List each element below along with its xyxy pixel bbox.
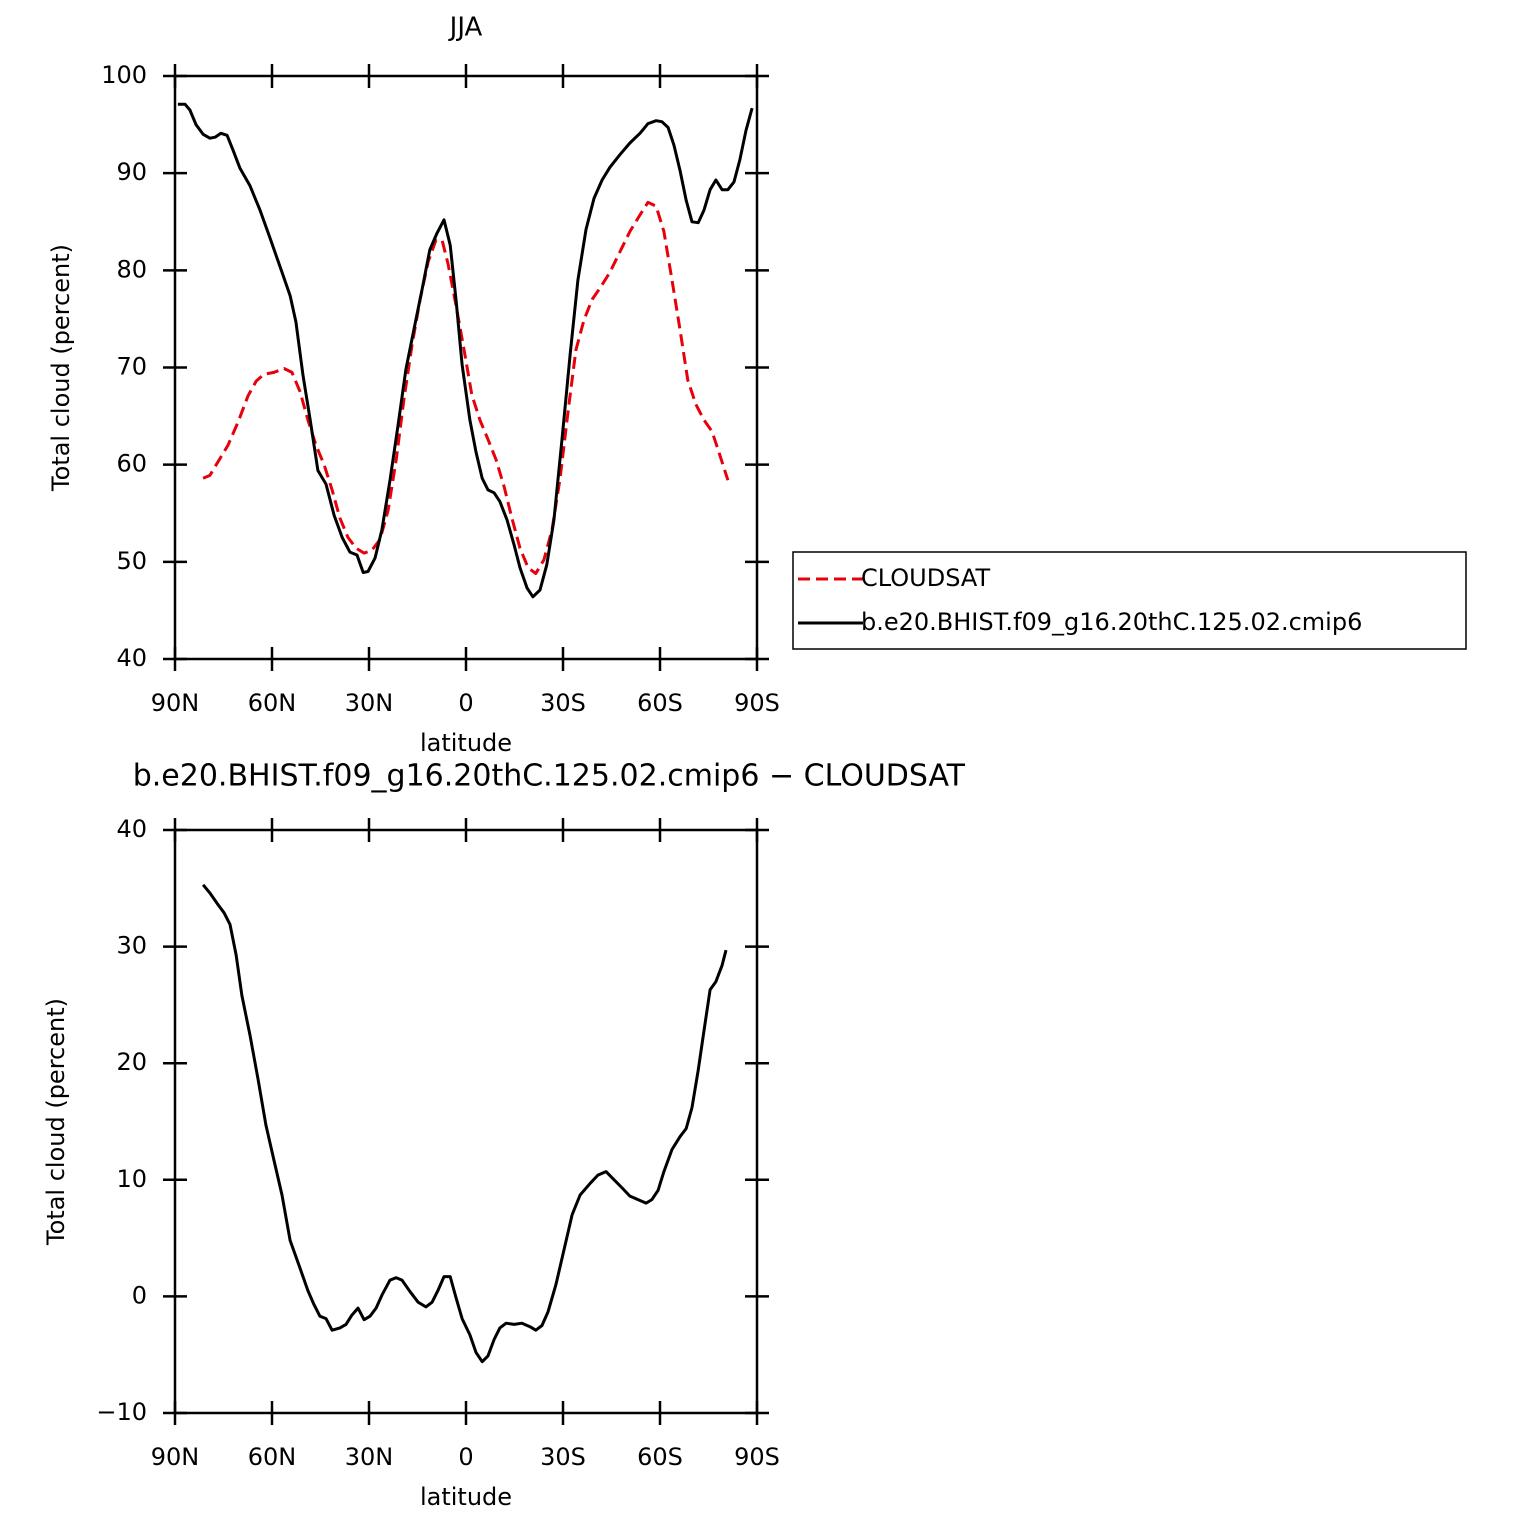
- y-tick-label: 80: [116, 255, 147, 283]
- x-tick-label: 30N: [345, 1443, 394, 1471]
- y-tick-label: 30: [116, 932, 147, 960]
- y-tick-label: 20: [116, 1048, 147, 1076]
- y-tick-label: 50: [116, 547, 147, 575]
- x-tick-label: 30N: [345, 689, 394, 717]
- x-tick-label: 60S: [637, 1443, 683, 1471]
- y-tick-label: 40: [116, 815, 147, 843]
- legend-label: CLOUDSAT: [861, 564, 990, 592]
- series-line: [202, 200, 730, 575]
- x-tick-label: 60S: [637, 689, 683, 717]
- y-tick-label: 70: [116, 353, 147, 381]
- y-tick-label: 10: [116, 1165, 147, 1193]
- y-tick-label: 100: [101, 61, 147, 89]
- x-tick-label: 90S: [734, 689, 780, 717]
- x-tick-label: 60N: [248, 1443, 297, 1471]
- chart-title: b.e20.BHIST.f09_g16.20thC.125.02.cmip6 −…: [133, 759, 966, 794]
- x-tick-label: 0: [458, 1443, 473, 1471]
- y-axis-label: Total cloud (percent): [47, 244, 75, 492]
- y-tick-label: −10: [96, 1398, 147, 1426]
- x-tick-label: 0: [458, 689, 473, 717]
- y-tick-label: 0: [132, 1281, 147, 1309]
- x-tick-label: 30S: [540, 1443, 586, 1471]
- y-axis-label: Total cloud (percent): [42, 998, 70, 1246]
- x-tick-label: 90S: [734, 1443, 780, 1471]
- y-tick-label: 60: [116, 450, 147, 478]
- series-line: [177, 102, 754, 599]
- series-line: [201, 883, 728, 1364]
- chart-title: JJA: [448, 13, 483, 43]
- x-tick-label: 90N: [151, 689, 200, 717]
- y-tick-label: 40: [116, 644, 147, 672]
- x-axis-label: latitude: [420, 729, 512, 757]
- y-tick-label: 90: [116, 158, 147, 186]
- x-tick-label: 60N: [248, 689, 297, 717]
- x-tick-label: 30S: [540, 689, 586, 717]
- legend-label: b.e20.BHIST.f09_g16.20thC.125.02.cmip6: [861, 608, 1362, 636]
- x-axis-label: latitude: [420, 1483, 512, 1511]
- x-tick-label: 90N: [151, 1443, 200, 1471]
- legend-box: [792, 551, 1467, 650]
